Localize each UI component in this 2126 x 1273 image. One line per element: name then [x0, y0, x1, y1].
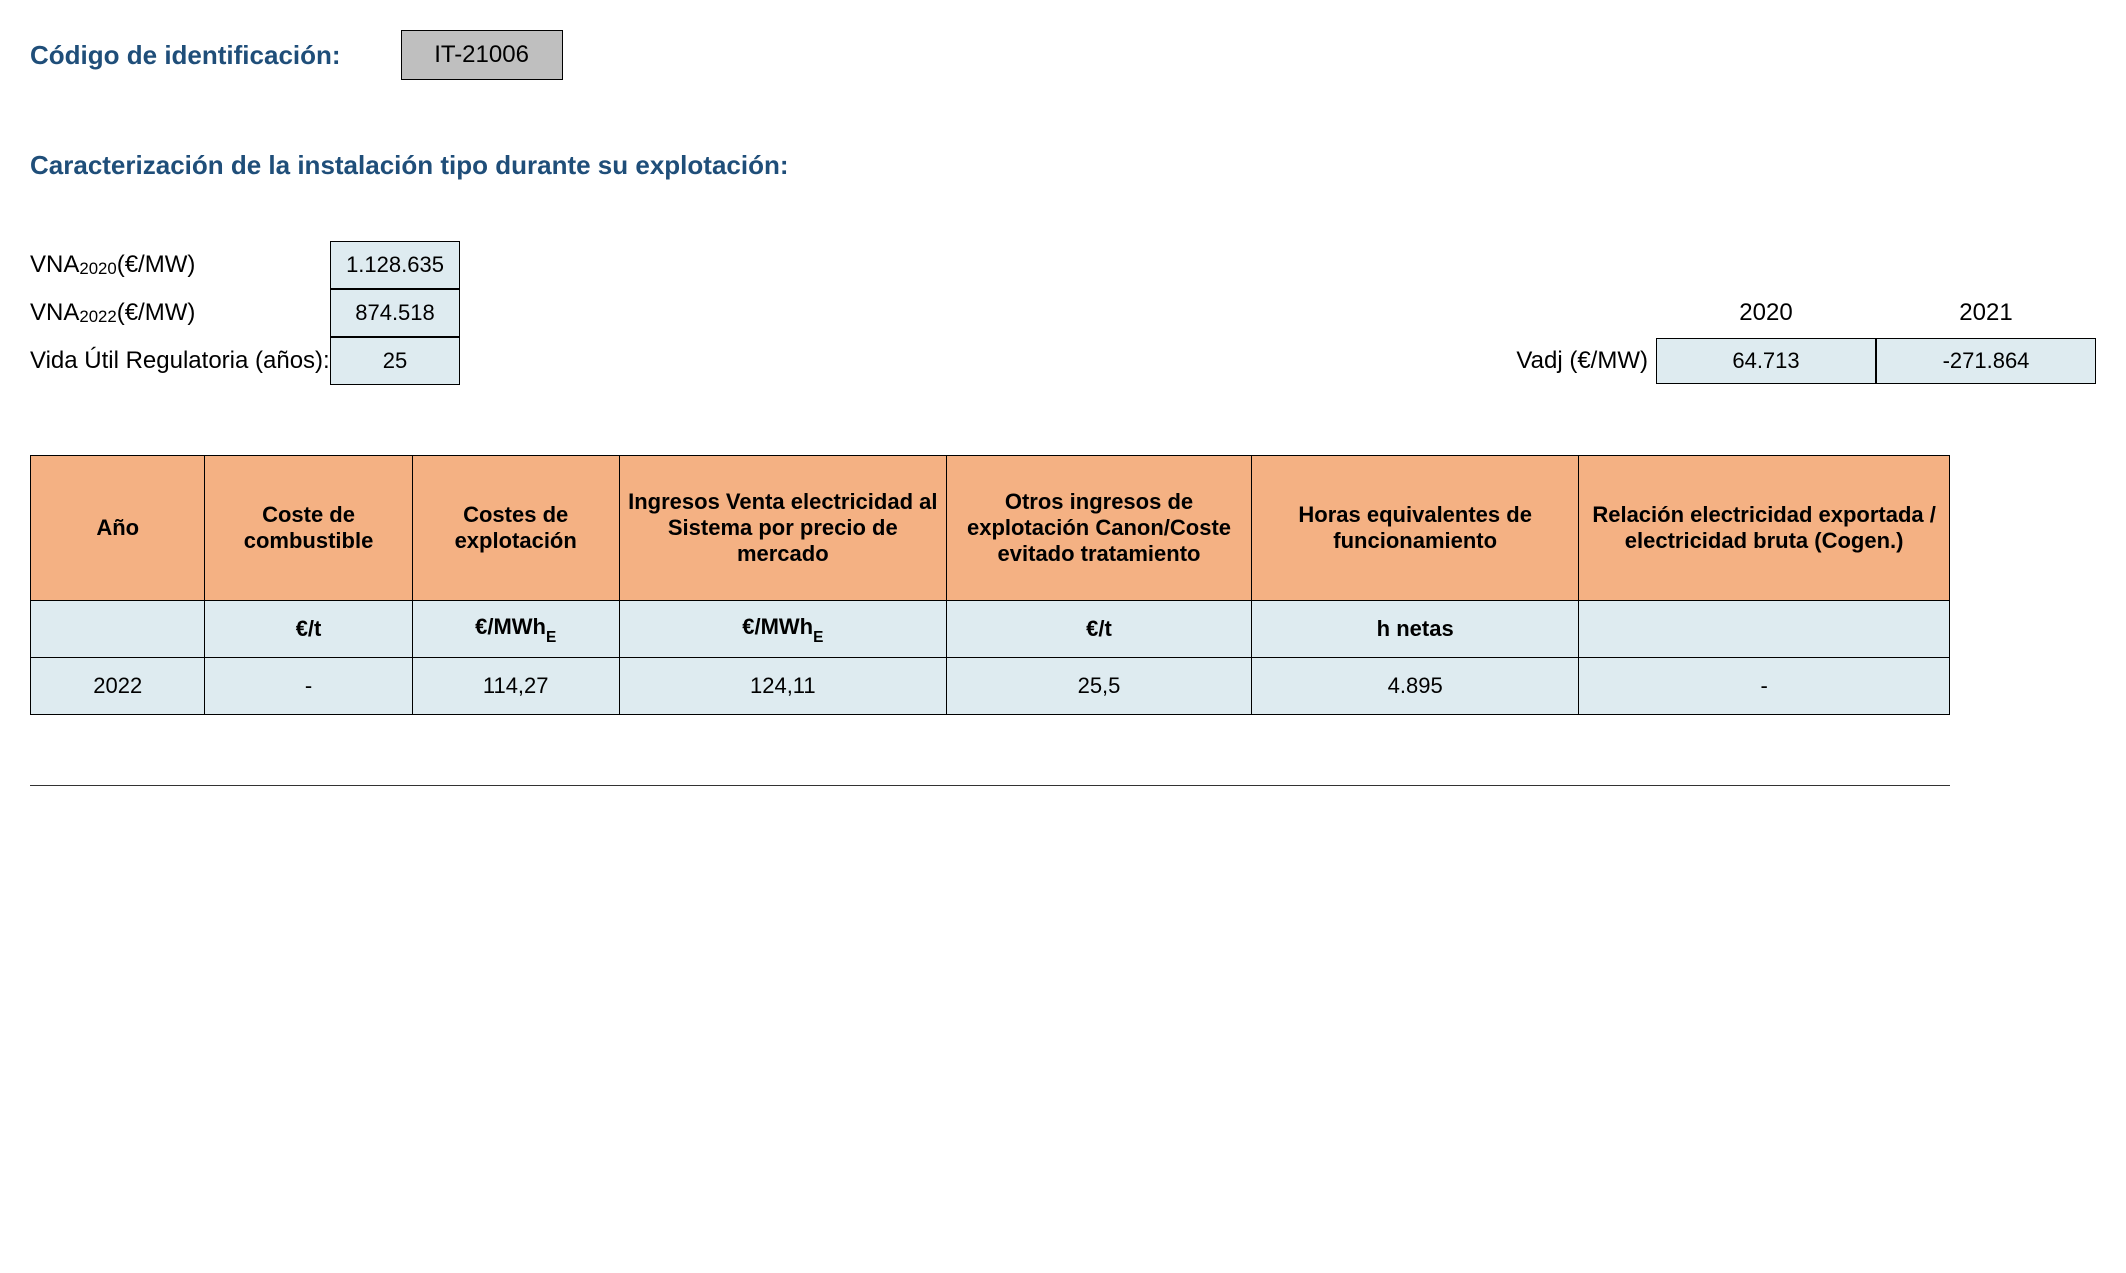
divider: [30, 785, 1950, 786]
unit-c2-sub: E: [546, 629, 556, 646]
cell-relacion-elec: -: [1579, 658, 1950, 715]
unit-c3-sub: E: [813, 629, 823, 646]
th-ingresos-venta: Ingresos Venta electricidad al Sistema p…: [619, 456, 946, 601]
unit-c3-prefix: €/MWh: [742, 614, 813, 639]
vna2022-prefix: VNA: [30, 299, 79, 327]
th-relacion-elec: Relación electricidad exportada / electr…: [1579, 456, 1950, 601]
table-header-row: Año Coste de combustible Costes de explo…: [31, 456, 1950, 601]
vna2022-sub: 2022: [79, 307, 116, 327]
params-right: 2020 2021 Vadj (€/MW) 64.713 -271.864: [1496, 289, 2096, 385]
vida-util-value: 25: [330, 337, 460, 385]
unit-costes-explotacion: €/MWhE: [412, 601, 619, 658]
unit-relacion-elec: [1579, 601, 1950, 658]
vna2020-prefix: VNA: [30, 251, 79, 279]
vna2022-suffix: (€/MW): [117, 299, 196, 327]
vida-util-label: Vida Útil Regulatoria (años):: [30, 347, 330, 375]
vadj-year-1: 2021: [1959, 299, 2012, 327]
code-value-box: IT-21006: [401, 30, 563, 80]
th-otros-ingresos: Otros ingresos de explotación Canon/Cost…: [946, 456, 1251, 601]
th-horas-equiv: Horas equivalentes de funcionamiento: [1252, 456, 1579, 601]
vna2020-label: VNA2020 (€/MW): [30, 251, 330, 279]
th-coste-combustible: Coste de combustible: [205, 456, 412, 601]
params-block: VNA2020 (€/MW) 1.128.635 VNA2022 (€/MW) …: [30, 241, 2096, 385]
vadj-year-0: 2020: [1739, 299, 1792, 327]
vadj-value-0: 64.713: [1656, 338, 1876, 384]
vna2022-label: VNA2022 (€/MW): [30, 299, 330, 327]
unit-horas-equiv: h netas: [1252, 601, 1579, 658]
unit-ingresos-venta: €/MWhE: [619, 601, 946, 658]
cell-coste-combustible: -: [205, 658, 412, 715]
th-costes-explotacion: Costes de explotación: [412, 456, 619, 601]
vna2020-suffix: (€/MW): [117, 251, 196, 279]
main-table: Año Coste de combustible Costes de explo…: [30, 455, 1950, 715]
code-label: Código de identificación:: [30, 40, 341, 71]
header-row: Código de identificación: IT-21006: [30, 30, 2096, 80]
vadj-label: Vadj (€/MW): [1516, 347, 1656, 375]
unit-c2-prefix: €/MWh: [475, 614, 546, 639]
cell-costes-explotacion: 114,27: [412, 658, 619, 715]
section-title: Caracterización de la instalación tipo d…: [30, 150, 2096, 181]
unit-otros-ingresos: €/t: [946, 601, 1251, 658]
cell-ingresos-venta: 124,11: [619, 658, 946, 715]
vna2020-sub: 2020: [79, 259, 116, 279]
vna2020-value: 1.128.635: [330, 241, 460, 289]
params-left: VNA2020 (€/MW) 1.128.635 VNA2022 (€/MW) …: [30, 241, 460, 385]
cell-ano: 2022: [31, 658, 205, 715]
cell-otros-ingresos: 25,5: [946, 658, 1251, 715]
table-units-row: €/t €/MWhE €/MWhE €/t h netas: [31, 601, 1950, 658]
cell-horas-equiv: 4.895: [1252, 658, 1579, 715]
th-ano: Año: [31, 456, 205, 601]
vna2022-value: 874.518: [330, 289, 460, 337]
page: Código de identificación: IT-21006 Carac…: [0, 0, 2126, 1273]
unit-ano: [31, 601, 205, 658]
vadj-value-1: -271.864: [1876, 338, 2096, 384]
unit-coste-combustible: €/t: [205, 601, 412, 658]
table-row: 2022 - 114,27 124,11 25,5 4.895 -: [31, 658, 1950, 715]
